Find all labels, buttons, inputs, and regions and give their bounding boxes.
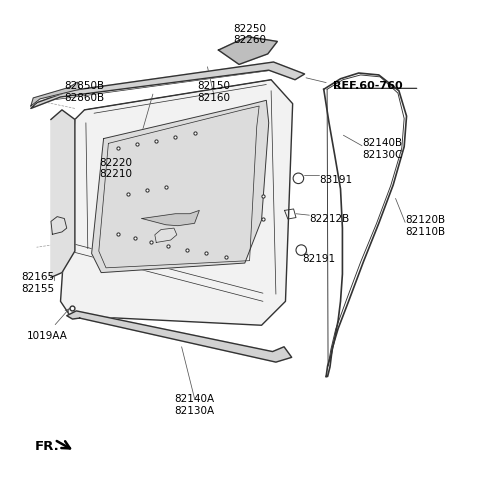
Polygon shape xyxy=(218,38,277,65)
Text: 82212B: 82212B xyxy=(310,213,349,223)
Text: 82140B
82130C: 82140B 82130C xyxy=(362,138,402,160)
Polygon shape xyxy=(31,83,80,107)
Polygon shape xyxy=(60,80,293,326)
Polygon shape xyxy=(67,311,292,363)
Text: 82165
82155: 82165 82155 xyxy=(21,272,54,293)
Text: 1019AA: 1019AA xyxy=(27,330,68,340)
Polygon shape xyxy=(31,63,305,109)
Text: REF.60-760: REF.60-760 xyxy=(333,80,403,91)
Text: 82120B
82110B: 82120B 82110B xyxy=(405,214,445,236)
Text: 82850B
82860B: 82850B 82860B xyxy=(64,81,105,102)
Polygon shape xyxy=(51,111,75,278)
Polygon shape xyxy=(155,228,177,243)
Text: 82250
82260: 82250 82260 xyxy=(233,23,266,45)
Text: 82191: 82191 xyxy=(302,254,336,264)
Text: 83191: 83191 xyxy=(319,175,352,185)
Text: 82140A
82130A: 82140A 82130A xyxy=(174,393,215,415)
Polygon shape xyxy=(142,211,199,226)
Polygon shape xyxy=(92,101,269,273)
Text: 82150
82160: 82150 82160 xyxy=(197,81,230,102)
Text: FR.: FR. xyxy=(35,439,60,452)
Text: 82220
82210: 82220 82210 xyxy=(99,157,132,179)
